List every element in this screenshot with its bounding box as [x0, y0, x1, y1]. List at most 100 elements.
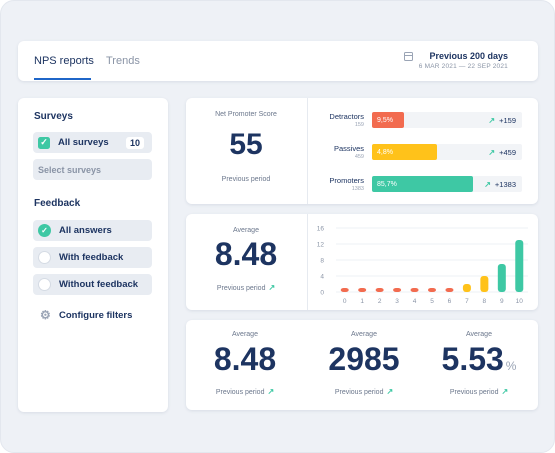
feedback-option-label: With feedback [59, 252, 124, 263]
active-tab-indicator [34, 78, 91, 80]
metric-value: 8.48 [213, 341, 277, 377]
x-tick-label: 9 [500, 298, 504, 305]
x-tick-label: 7 [465, 298, 469, 305]
surveys-count-badge: 10 [125, 136, 144, 149]
x-tick-label: 3 [395, 298, 399, 305]
nps-value: 55 [229, 128, 263, 161]
metric-value: 5.53 [441, 341, 504, 377]
card-divider [307, 98, 308, 204]
nps-row-passives: Passives 459 4,8% ↗ +459 [310, 141, 525, 163]
y-tick-label: 12 [317, 242, 325, 249]
trend-up-icon: ↗ [488, 148, 496, 157]
chart-bar [515, 240, 524, 292]
period-range: 6 MAR 2021 — 22 SEP 2021 [418, 63, 508, 70]
bar-track: 4,8% ↗ +459 [372, 144, 522, 160]
row-delta: ↗ +159 [488, 116, 516, 125]
previous-period-label: Previous period [216, 285, 266, 292]
metric-value: 2985 [328, 341, 400, 377]
trend-up-icon: ↗ [484, 180, 491, 189]
metric-previous-period[interactable]: Previous period ↗ [424, 387, 534, 396]
configure-filters-label: Configure filters [59, 310, 133, 321]
chart-bar [358, 288, 367, 292]
trend-up-icon: ↗ [268, 283, 276, 292]
y-tick-label: 4 [320, 274, 324, 281]
bar-track: 85,7% ↗ +1383 [372, 176, 522, 192]
metric-label: Average [351, 331, 377, 338]
trend-up-icon: ↗ [267, 387, 275, 396]
nps-title: Net Promoter Score [215, 111, 277, 118]
feedback-option-label: Without feedback [59, 279, 139, 290]
metric-previous-period[interactable]: Previous period ↗ [186, 387, 304, 396]
metric-label: Average [466, 331, 492, 338]
row-delta: ↗ +459 [488, 148, 516, 157]
all-surveys-label: All surveys [58, 137, 109, 148]
period-selector[interactable]: Previous 200 days 6 MAR 2021 — 22 SEP 20… [403, 51, 508, 70]
row-name: Promoters [329, 176, 364, 185]
radio-empty-icon [38, 278, 51, 291]
trend-up-icon: ↗ [501, 387, 509, 396]
metric-previous-period[interactable]: Previous period ↗ [304, 387, 424, 396]
feedback-option-label: All answers [59, 225, 112, 236]
row-name: Passives [333, 144, 364, 153]
chart-bar [462, 284, 471, 292]
tab-trends[interactable]: Trends [106, 55, 140, 67]
bar-fill: 85,7% [372, 176, 473, 192]
nps-row-promoters: Promoters 1383 85,7% ↗ +1383 [310, 173, 525, 195]
chart-bar [497, 264, 506, 292]
nps-card: Net Promoter Score 55 Previous period De… [186, 98, 538, 204]
top-bar: NPS reports Trends Previous 200 days 6 M… [18, 41, 538, 81]
chart-bar [428, 288, 436, 292]
metric-unit: % [505, 359, 517, 373]
average-label: Average [233, 227, 259, 234]
previous-period-label: Previous period [221, 176, 271, 183]
nps-previous-period[interactable]: Previous period [186, 176, 306, 183]
card-divider [307, 214, 308, 310]
feedback-option-with-feedback[interactable]: With feedback [33, 247, 152, 268]
all-surveys-option[interactable]: ✓ All surveys 10 [33, 132, 152, 153]
chart-bar [340, 288, 349, 292]
x-tick-label: 0 [343, 298, 347, 305]
row-count: 459 [354, 154, 364, 160]
gear-icon: ⚙ [40, 308, 51, 322]
x-tick-label: 6 [448, 298, 452, 305]
trend-up-icon: ↗ [386, 387, 394, 396]
average-value: 8.48 [214, 236, 278, 272]
bar-pct: 4,8% [377, 148, 393, 156]
average-previous-period[interactable]: Previous period ↗ [186, 283, 306, 292]
y-tick-label: 0 [320, 290, 324, 297]
x-tick-label: 1 [360, 298, 364, 305]
bar-pct: 85,7% [377, 180, 397, 188]
chart-bar [480, 276, 489, 292]
radio-empty-icon [38, 251, 51, 264]
x-tick-label: 5 [430, 298, 434, 305]
bar-fill: 9,5% [372, 112, 404, 128]
metric-value-wrap: 5.53% [424, 341, 534, 378]
trend-up-icon: ↗ [488, 116, 496, 125]
delta-value: +1383 [494, 180, 516, 189]
chart-bar [445, 288, 454, 292]
delta-value: +159 [499, 116, 516, 125]
tab-nps-reports[interactable]: NPS reports [34, 55, 94, 67]
feedback-option-without-feedback[interactable]: Without feedback [33, 274, 152, 295]
bar-track: 9,5% ↗ +159 [372, 112, 522, 128]
average-score-card: Average 8.48 Previous period ↗ 16 12 8 4 0 0 1 2… [186, 214, 538, 310]
select-surveys-input[interactable]: Select surveys [33, 159, 152, 180]
y-tick-label: 16 [317, 226, 325, 233]
delta-value: +459 [499, 148, 516, 157]
feedback-title: Feedback [34, 198, 81, 209]
period-title: Previous 200 days [429, 51, 508, 61]
feedback-option-all-answers[interactable]: ✓ All answers [33, 220, 152, 241]
x-tick-label: 8 [483, 298, 487, 305]
chart-bar [393, 288, 402, 292]
calendar-icon [403, 52, 413, 61]
previous-period-label: Previous period [215, 389, 265, 396]
row-count: 159 [354, 122, 364, 128]
x-tick-label: 10 [516, 298, 524, 305]
radio-selected-icon: ✓ [38, 224, 51, 237]
x-tick-label: 2 [378, 298, 382, 305]
row-delta: ↗ +1383 [484, 180, 516, 189]
metrics-card: Average 8.48 Previous period ↗ Average 29… [186, 320, 538, 410]
previous-period-label: Previous period [334, 389, 384, 396]
configure-filters-button[interactable]: ⚙ Configure filters [40, 308, 133, 322]
